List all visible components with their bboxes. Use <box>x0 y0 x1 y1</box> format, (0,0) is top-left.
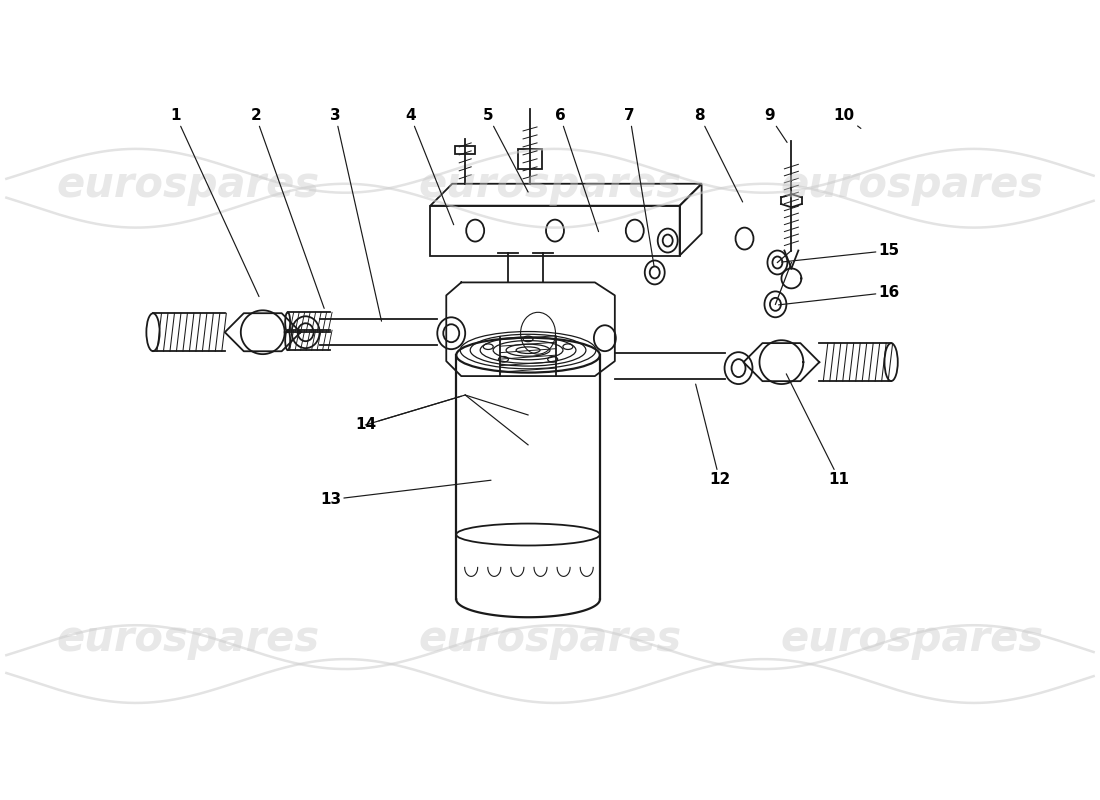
Text: 14: 14 <box>355 396 461 433</box>
Text: 11: 11 <box>786 374 850 487</box>
Text: 13: 13 <box>320 480 491 507</box>
Text: 7: 7 <box>625 109 654 266</box>
Text: 10: 10 <box>834 109 861 129</box>
Text: eurospares: eurospares <box>56 164 319 206</box>
Text: 4: 4 <box>405 109 453 225</box>
Text: eurospares: eurospares <box>418 164 682 206</box>
Text: eurospares: eurospares <box>418 618 682 660</box>
Text: 1: 1 <box>170 109 258 297</box>
Text: 15: 15 <box>782 243 900 262</box>
Text: 16: 16 <box>779 285 900 305</box>
Text: eurospares: eurospares <box>781 164 1044 206</box>
Text: 5: 5 <box>483 109 528 192</box>
Text: 9: 9 <box>764 109 788 142</box>
Text: 3: 3 <box>330 109 382 321</box>
Text: eurospares: eurospares <box>56 618 319 660</box>
Text: eurospares: eurospares <box>781 618 1044 660</box>
Text: 8: 8 <box>694 109 743 202</box>
Text: 2: 2 <box>251 109 324 308</box>
Text: 6: 6 <box>554 109 598 232</box>
Text: 12: 12 <box>695 384 730 487</box>
